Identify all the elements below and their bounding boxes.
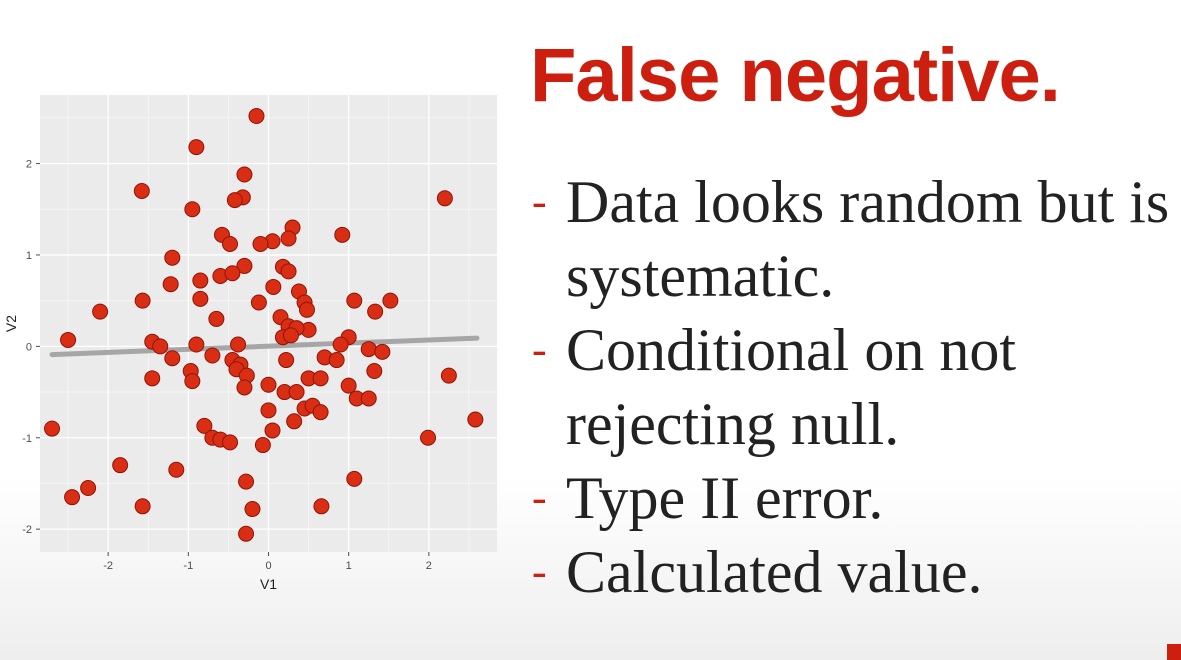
y-tick-label: -2	[22, 524, 32, 536]
data-point	[164, 350, 181, 367]
data-point	[184, 373, 201, 390]
data-point	[236, 166, 253, 183]
data-point	[224, 265, 241, 282]
data-point	[286, 413, 303, 430]
data-point	[346, 470, 363, 487]
data-point	[134, 292, 151, 309]
data-point	[204, 347, 221, 364]
data-point	[360, 341, 377, 358]
bullet-marker: -	[532, 177, 547, 226]
data-point	[367, 303, 384, 320]
data-point	[254, 437, 271, 454]
data-point	[92, 303, 109, 320]
data-point	[288, 384, 305, 401]
bullet-marker: -	[532, 547, 547, 596]
data-point	[244, 501, 261, 518]
data-point	[236, 379, 253, 396]
bullet-text: Conditional on not rejecting null.	[566, 317, 1016, 457]
data-point	[374, 343, 391, 360]
data-point	[134, 498, 151, 515]
data-point	[192, 290, 209, 307]
data-point	[184, 201, 201, 218]
data-point	[282, 327, 299, 344]
data-point	[208, 310, 225, 327]
data-point	[230, 336, 247, 353]
data-point	[264, 422, 281, 439]
data-point	[238, 525, 255, 542]
x-tick-label: 0	[265, 560, 271, 572]
data-point	[250, 294, 267, 311]
slide-corner-mark	[1167, 644, 1181, 660]
data-point	[144, 370, 161, 387]
data-point	[278, 352, 295, 369]
data-point	[346, 292, 363, 309]
data-point	[312, 370, 329, 387]
data-point	[64, 489, 81, 506]
bullet-text: Calculated value.	[566, 539, 983, 605]
data-point	[133, 182, 150, 199]
regression-line	[49, 335, 480, 358]
data-point	[280, 230, 297, 247]
bullet-item: - Type II error.	[532, 461, 1177, 535]
y-tick-label: 2	[26, 159, 32, 171]
data-point	[112, 457, 129, 474]
x-tick-label: 2	[426, 560, 432, 572]
data-point	[164, 249, 181, 266]
data-point	[420, 429, 437, 446]
data-point	[226, 192, 243, 209]
y-tick-label: 0	[26, 341, 32, 353]
data-point	[382, 292, 399, 309]
data-point	[44, 420, 61, 437]
data-point	[222, 235, 239, 252]
data-point	[360, 390, 377, 407]
data-point	[265, 278, 282, 295]
data-point	[280, 263, 297, 280]
data-point	[366, 363, 383, 380]
bullet-list: - Data looks random but is systematic. -…	[532, 165, 1177, 609]
bullet-marker: -	[532, 325, 547, 374]
data-point	[312, 404, 329, 421]
data-point	[252, 235, 269, 252]
x-tick-label: -1	[183, 560, 193, 572]
bullet-item: - Conditional on not rejecting null.	[532, 313, 1177, 461]
data-point	[222, 434, 239, 451]
bullet-marker: -	[532, 473, 547, 522]
x-tick-label: -2	[103, 560, 113, 572]
data-point	[196, 417, 213, 434]
data-point	[260, 376, 277, 393]
data-point	[168, 461, 185, 478]
data-point	[236, 257, 253, 274]
data-point	[298, 301, 315, 318]
data-point	[188, 139, 205, 156]
data-point	[162, 276, 179, 293]
data-point	[60, 331, 77, 348]
x-axis-title: V1	[260, 576, 277, 592]
bullet-text: Data looks random but is systematic.	[566, 169, 1170, 309]
data-point	[192, 272, 209, 289]
data-point	[436, 190, 453, 207]
data-point	[332, 336, 349, 353]
data-point	[328, 352, 345, 369]
data-point	[340, 377, 357, 394]
scatter-plot: -2 -1 0 1 2 -2 -1 0 1 2 V1 V2	[3, 95, 497, 592]
data-point	[152, 338, 169, 355]
data-point	[313, 498, 330, 515]
slide-title: False negative.	[530, 33, 1061, 118]
y-tick-label: 1	[26, 250, 32, 262]
data-point	[238, 473, 255, 490]
x-tick-label: 1	[346, 560, 352, 572]
data-point	[188, 336, 205, 353]
data-point	[248, 108, 265, 125]
bullet-text: Type II error.	[566, 465, 884, 531]
data-point	[260, 402, 277, 419]
bullet-item: - Data looks random but is systematic.	[532, 165, 1177, 313]
data-point	[80, 480, 97, 497]
data-point	[467, 411, 484, 428]
y-axis-title: V2	[3, 315, 19, 332]
data-point	[334, 226, 351, 243]
y-tick-label: -1	[22, 433, 32, 445]
bullet-item: - Calculated value.	[532, 535, 1177, 609]
data-point	[440, 367, 457, 384]
